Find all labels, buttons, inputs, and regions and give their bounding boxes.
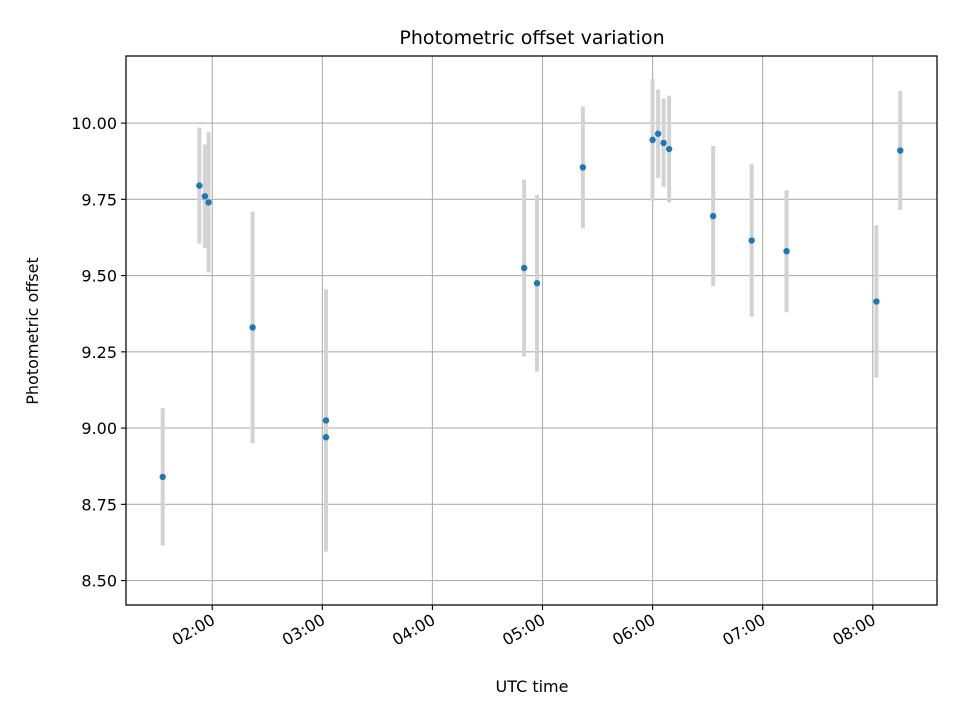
data-point <box>654 130 662 137</box>
y-tick-label: 8.50 <box>81 572 117 591</box>
chart-title: Photometric offset variation <box>399 27 664 49</box>
data-point <box>533 280 541 287</box>
y-axis-ticks: 8.50 8.75 9.00 9.25 9.50 9.75 10.00 <box>71 114 126 591</box>
data-point <box>201 193 209 200</box>
data-point <box>660 139 667 147</box>
data-point <box>322 434 330 441</box>
data-point <box>205 199 212 206</box>
data-point <box>322 417 330 424</box>
y-tick-label: 9.50 <box>81 267 117 286</box>
plot-frame <box>125 55 938 606</box>
y-tick-label: 9.75 <box>81 190 117 209</box>
y-tick-label: 8.75 <box>81 495 117 514</box>
y-tick-label: 9.00 <box>81 419 117 438</box>
x-axis-label: UTC time <box>496 677 569 696</box>
data-point <box>709 212 717 220</box>
y-tick-label: 10.00 <box>71 114 117 133</box>
data-point <box>520 264 528 272</box>
data-point <box>649 136 656 144</box>
grid <box>126 56 937 605</box>
data-point <box>579 164 587 171</box>
data-point <box>249 324 256 331</box>
y-axis-label: Photometric offset <box>23 257 42 405</box>
data-point <box>748 237 755 244</box>
data-point <box>873 298 880 305</box>
data-points <box>159 130 904 481</box>
data-point <box>897 147 904 154</box>
data-point <box>196 182 203 189</box>
data-point <box>783 248 790 255</box>
data-point <box>665 145 673 153</box>
data-point <box>159 473 166 481</box>
y-tick-label: 9.25 <box>81 343 117 362</box>
